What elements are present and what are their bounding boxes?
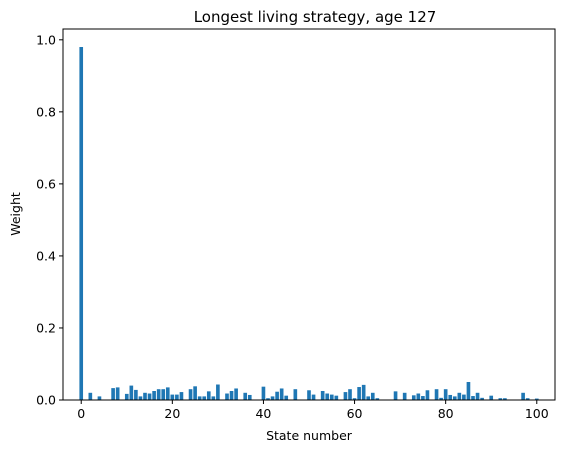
y-tick-label: 0.0 — [36, 393, 56, 408]
bar-state-59 — [348, 389, 352, 400]
bar-state-100 — [534, 398, 539, 400]
bar-state-10 — [124, 393, 129, 400]
bar-state-24 — [188, 389, 193, 400]
bar-state-8 — [115, 387, 120, 400]
x-tick-label: 80 — [438, 406, 454, 421]
bar-state-0 — [79, 47, 84, 401]
bar-state-21 — [175, 394, 179, 400]
bar-state-60 — [352, 398, 357, 400]
bar-state-90 — [489, 395, 494, 400]
y-tick-label: 0.4 — [36, 248, 56, 263]
bar-state-55 — [329, 394, 334, 400]
x-tick-label: 40 — [255, 406, 271, 421]
bar-state-37 — [247, 394, 252, 400]
bar-state-2 — [88, 392, 93, 400]
x-tick-label: 100 — [525, 406, 549, 421]
bar-state-14 — [143, 392, 147, 400]
bar-state-73 — [411, 395, 416, 400]
bar-state-47 — [293, 389, 298, 400]
bar-state-27 — [202, 396, 207, 400]
y-axis-label: Weight — [8, 192, 23, 236]
bar-state-12 — [134, 389, 138, 400]
bar-state-40 — [261, 386, 266, 400]
bar-state-65 — [375, 398, 380, 400]
bar-state-84 — [462, 394, 466, 400]
bar-state-97 — [521, 392, 525, 400]
bar-state-44 — [279, 388, 284, 400]
bar-state-29 — [211, 396, 216, 400]
bar-state-64 — [370, 392, 375, 400]
bar-state-4 — [97, 396, 102, 400]
y-tick-label: 1.0 — [36, 32, 56, 47]
bar-state-86 — [471, 396, 475, 400]
bar-state-30 — [216, 384, 220, 400]
bar-state-51 — [311, 394, 316, 400]
bar-state-20 — [170, 394, 175, 400]
bar-state-26 — [197, 396, 202, 400]
bar-state-56 — [334, 395, 339, 400]
bars-group — [79, 47, 539, 401]
bar-state-81 — [448, 394, 453, 400]
bar-state-19 — [165, 387, 170, 400]
bar-state-63 — [366, 396, 371, 400]
bar-state-83 — [457, 392, 462, 400]
bar-state-62 — [361, 384, 366, 400]
bar-state-82 — [452, 396, 457, 400]
bar-state-85 — [466, 381, 471, 400]
bar-state-17 — [156, 389, 161, 400]
bar-state-42 — [270, 396, 275, 400]
chart-title: Longest living strategy, age 127 — [194, 8, 437, 26]
plot-frame — [62, 28, 556, 401]
y-axis-ticks: 0.0 0.2 0.4 0.6 0.8 1.0 — [36, 32, 63, 408]
bar-state-98 — [525, 398, 530, 400]
bar-state-53 — [320, 390, 325, 400]
bar-state-92 — [498, 398, 503, 400]
bar-state-22 — [179, 392, 184, 400]
x-axis-label: State number — [266, 428, 353, 443]
bar-state-71 — [402, 392, 407, 400]
bar-state-16 — [152, 390, 156, 400]
bar-state-15 — [147, 393, 152, 400]
bar-state-34 — [234, 388, 238, 400]
x-tick-label: 20 — [164, 406, 180, 421]
bar-state-11 — [129, 385, 134, 400]
y-tick-label: 0.8 — [36, 104, 56, 119]
bar-state-87 — [475, 392, 480, 400]
bar-state-75 — [421, 396, 425, 400]
bar-state-43 — [275, 391, 279, 400]
x-tick-label: 60 — [347, 406, 363, 421]
bar-state-36 — [243, 392, 248, 400]
bar-state-74 — [416, 393, 421, 400]
bar-state-7 — [111, 388, 115, 400]
x-tick-label: 0 — [77, 406, 85, 421]
bar-state-61 — [357, 387, 361, 400]
bar-state-54 — [325, 393, 330, 400]
bar-state-45 — [284, 395, 289, 400]
y-tick-label: 0.6 — [36, 176, 56, 191]
bar-state-41 — [266, 398, 270, 400]
bar-state-25 — [193, 386, 197, 400]
bar-state-50 — [307, 390, 311, 400]
bar-state-69 — [393, 391, 398, 400]
bar-state-76 — [425, 390, 430, 400]
bar-state-79 — [439, 397, 443, 400]
bar-state-18 — [161, 389, 166, 400]
bar-state-58 — [343, 392, 348, 400]
bar-state-13 — [138, 396, 143, 400]
bar-state-33 — [229, 390, 234, 400]
y-tick-label: 0.2 — [36, 320, 56, 335]
bar-state-93 — [503, 398, 507, 400]
bar-state-80 — [443, 389, 448, 400]
bar-state-32 — [225, 393, 229, 400]
bar-state-78 — [434, 389, 439, 400]
bar-state-88 — [480, 397, 484, 400]
bar-state-28 — [206, 391, 211, 400]
x-axis-ticks: 0 20 40 60 80 100 — [77, 400, 549, 421]
